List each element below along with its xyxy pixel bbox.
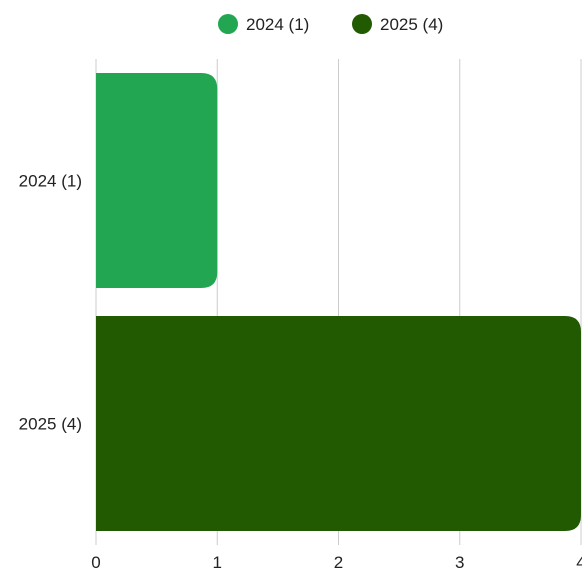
legend-swatch-1: [352, 14, 372, 34]
y-label-1: 2025 (4): [19, 415, 82, 434]
legend: 2024 (1) 2025 (4): [218, 14, 443, 34]
x-tick-label-0: 0: [91, 553, 100, 568]
x-tick-label-3: 3: [455, 553, 464, 568]
x-tick-label-4: 4: [576, 553, 582, 568]
legend-swatch-0: [218, 14, 238, 34]
legend-label-0: 2024 (1): [246, 15, 309, 34]
y-axis-labels: 2024 (1) 2025 (4): [19, 172, 82, 434]
x-tick-label-2: 2: [334, 553, 343, 568]
bar-1-1: [96, 316, 581, 531]
bar-0-0: [96, 73, 217, 288]
x-axis-tick-labels: 0 1 2 3 4: [91, 553, 582, 568]
y-label-0: 2024 (1): [19, 172, 82, 191]
legend-label-1: 2025 (4): [380, 15, 443, 34]
x-tick-label-1: 1: [213, 553, 222, 568]
